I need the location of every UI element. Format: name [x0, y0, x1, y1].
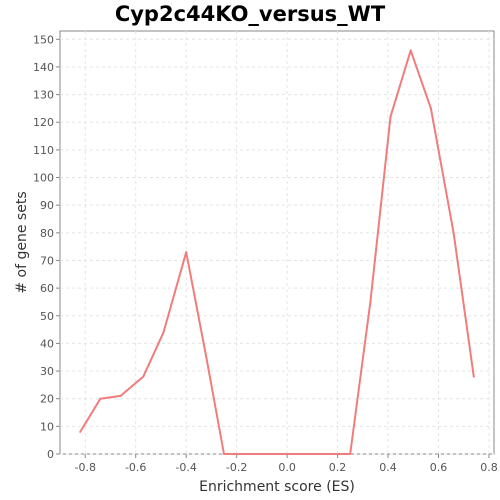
data-point — [119, 394, 122, 397]
y-tick-label: 40 — [40, 337, 54, 350]
y-tick-label: 10 — [40, 420, 54, 433]
data-point — [205, 356, 208, 359]
y-tick-label: 20 — [40, 393, 54, 406]
y-tick-label: 100 — [33, 172, 54, 185]
data-point — [329, 453, 331, 455]
chart-title: Cyp2c44KO_versus_WT — [114, 2, 386, 26]
x-tick-label: -0.2 — [226, 461, 247, 474]
y-tick-label: 30 — [40, 365, 54, 378]
x-tick-label: 0.6 — [430, 461, 448, 474]
axes: 0 10 20 30 40 50 60 70 80 90 100 110 120 130 140 150 -0.… — [33, 33, 498, 474]
y-axis-title: # of gene sets — [14, 191, 30, 293]
y-tick-label: 110 — [33, 144, 54, 157]
y-tick-label: 50 — [40, 310, 54, 323]
x-tick-label: 0.2 — [329, 461, 347, 474]
data-point — [349, 453, 352, 455]
y-tick-label: 130 — [33, 89, 54, 102]
series-line — [79, 49, 475, 455]
data-point — [142, 375, 145, 378]
data-point — [389, 115, 392, 118]
data-point — [263, 453, 266, 455]
y-tick-label: 70 — [40, 254, 54, 267]
data-point — [162, 331, 165, 334]
data-point — [409, 49, 412, 52]
data-point — [79, 430, 82, 433]
data-point — [286, 453, 289, 455]
data-point — [369, 300, 372, 303]
x-tick-label: -0.6 — [125, 461, 146, 474]
data-point — [223, 453, 225, 455]
plot-area — [59, 30, 495, 455]
x-tick-label: -0.4 — [175, 461, 196, 474]
x-tick-label: 0.8 — [480, 461, 498, 474]
data-point — [185, 251, 188, 254]
y-tick-label: 120 — [33, 116, 54, 129]
data-point — [243, 453, 246, 455]
y-tick-label: 150 — [33, 33, 54, 46]
x-tick-label: 0.0 — [278, 461, 296, 474]
y-tick-label: 140 — [33, 61, 54, 74]
y-tick-label: 80 — [40, 227, 54, 240]
x-axis-title: Enrichment score (ES) — [199, 479, 355, 495]
data-point — [472, 375, 475, 378]
x-tick-label: 0.4 — [379, 461, 397, 474]
y-tick-label: 90 — [40, 199, 54, 212]
grid — [60, 31, 494, 455]
series — [79, 49, 475, 455]
data-point — [429, 107, 432, 110]
y-tick-label: 60 — [40, 282, 54, 295]
data-point — [99, 397, 102, 400]
data-point — [452, 231, 455, 234]
y-tick-label: 0 — [47, 448, 54, 461]
x-tick-label: -0.8 — [74, 461, 95, 474]
data-point — [308, 453, 311, 455]
